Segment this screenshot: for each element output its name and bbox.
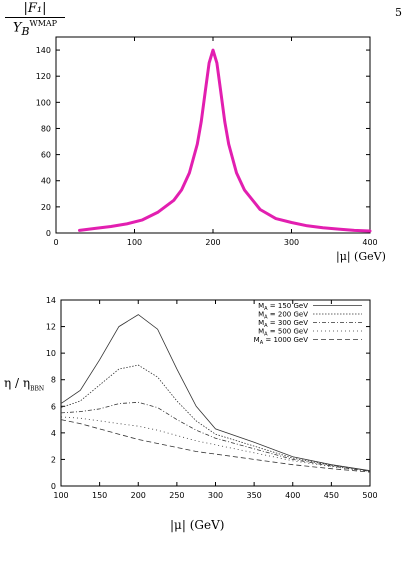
- chart1-ylabel-denominator: YBWMAP: [5, 19, 65, 38]
- chart1-ylabel-den-sup: WMAP: [29, 19, 58, 28]
- series-line: [60, 401, 371, 472]
- legend-label-rest: = 500 GeV: [268, 328, 309, 336]
- legend-label: MA = 200 GeV: [258, 311, 308, 321]
- legend-label-main: M: [258, 302, 264, 310]
- chart2-ylabel-main: η / η: [4, 376, 31, 390]
- chart1-ylabel-numerator: |F₁|: [23, 1, 47, 16]
- y-tick-label: 60: [41, 151, 51, 160]
- y-tick-label: 2: [51, 455, 56, 464]
- x-tick-label: 350: [246, 491, 261, 500]
- y-tick-label: 14: [46, 296, 56, 305]
- legend-label: MA = 500 GeV: [258, 328, 308, 338]
- legend-label-rest: = 200 GeV: [268, 311, 309, 319]
- legend-label: MA = 300 GeV: [258, 319, 308, 329]
- chart1-plot: 0 100 200 300 400 0 20 40 60 80 100 120 140: [36, 36, 378, 247]
- chart1-ylabel: |F₁| YBWMAP: [5, 1, 65, 38]
- legend-label-main: M: [258, 311, 264, 319]
- plot-frame: [60, 299, 371, 487]
- chart1-xlabel: |μ| (GeV): [336, 250, 386, 263]
- chart1-ylabel-den-sub: B: [21, 24, 30, 38]
- plot-frame: [55, 36, 371, 234]
- y-tick-label: 120: [36, 72, 51, 81]
- chart1-ylabel-den-main: Y: [12, 20, 22, 36]
- y-tick-label: 10: [46, 349, 56, 358]
- y-tick-label: 40: [41, 177, 51, 186]
- x-tick-label: 150: [92, 491, 107, 500]
- legend-label: MA = 150 GeV: [258, 302, 308, 312]
- series-line: [60, 416, 371, 472]
- y-tick-label: 0: [46, 229, 51, 238]
- y-tick-label: 80: [41, 124, 51, 133]
- series-line: [60, 314, 371, 472]
- legend-label-sub: A: [260, 340, 264, 346]
- x-tick-label: 100: [53, 491, 68, 500]
- y-tick-label: 0: [51, 482, 56, 491]
- legend-label-rest: = 1000 GeV: [263, 336, 308, 344]
- fraction-bar: [5, 17, 65, 18]
- chart2-plot: 100 150 200 250 300 350 400 450 50002468101214MA…: [46, 296, 378, 500]
- legend-label-sub: A: [264, 323, 268, 329]
- x-tick-label: 0: [53, 238, 58, 247]
- y-tick-label: 140: [36, 46, 51, 55]
- y-tick-label: 4: [51, 429, 56, 438]
- legend-label-main: M: [254, 336, 260, 344]
- legend-label-rest: = 150 GeV: [268, 302, 309, 310]
- legend-label-main: M: [258, 328, 264, 336]
- chart2-xlabel: |μ| (GeV): [170, 518, 225, 532]
- x-tick-label: 250: [169, 491, 184, 500]
- legend-label: MA = 1000 GeV: [254, 336, 309, 346]
- x-tick-label: 100: [127, 238, 142, 247]
- y-tick-label: 8: [51, 376, 56, 385]
- y-tick-label: 100: [36, 98, 51, 107]
- x-tick-label: 300: [284, 238, 299, 247]
- x-tick-label: 500: [362, 491, 377, 500]
- chart2-ylabel: η / ηBBN: [4, 376, 44, 392]
- legend-label-rest: = 300 GeV: [268, 319, 309, 327]
- legend-label-sub: A: [264, 306, 268, 312]
- series-line: [60, 419, 371, 473]
- series-line: [60, 364, 371, 472]
- series-line: [78, 48, 372, 233]
- x-tick-label: 450: [324, 491, 339, 500]
- x-tick-label: 400: [285, 491, 300, 500]
- x-tick-label: 400: [362, 238, 377, 247]
- x-tick-label: 300: [208, 491, 223, 500]
- x-tick-label: 200: [205, 238, 220, 247]
- chart2-ylabel-sub: BBN: [30, 385, 45, 393]
- y-tick-label: 20: [41, 203, 51, 212]
- page-number: 5: [395, 6, 402, 19]
- legend-label-sub: A: [264, 332, 268, 338]
- y-tick-label: 6: [51, 402, 56, 411]
- y-tick-label: 12: [46, 323, 56, 332]
- legend-label-sub: A: [264, 315, 268, 321]
- legend-label-main: M: [258, 319, 264, 327]
- x-tick-label: 200: [131, 491, 146, 500]
